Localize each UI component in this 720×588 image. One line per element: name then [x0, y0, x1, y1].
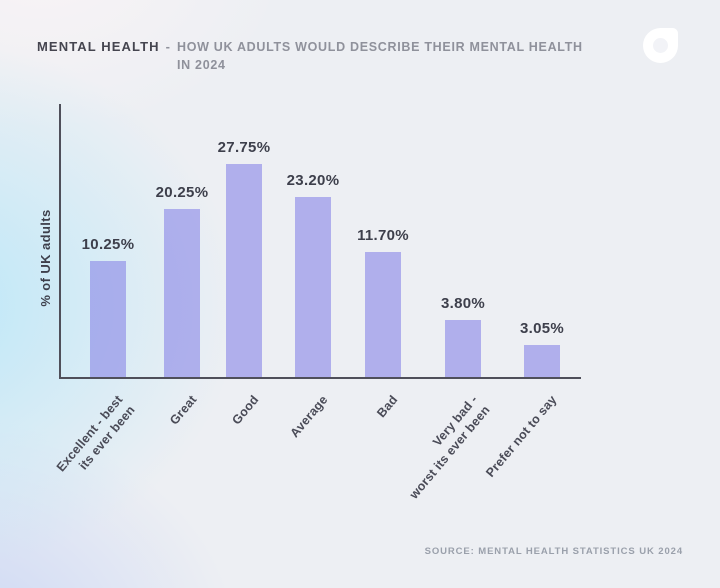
title-brand-text: MENTAL HEALTH — [37, 39, 160, 54]
x-axis-category-label-line: Good — [229, 392, 262, 428]
title-subtitle-line2: IN 2024 — [176, 58, 226, 72]
x-axis-line — [59, 377, 581, 379]
title-subtitle: HOW UK ADULTS WOULD DESCRIBE THEIR MENTA… — [177, 38, 583, 74]
chart-bar — [164, 209, 200, 377]
brand-logo-inner-circle — [653, 38, 668, 53]
chart-bar — [445, 320, 481, 377]
x-axis-category-label-line: worst its ever been — [406, 402, 493, 502]
y-axis-line — [59, 104, 61, 379]
chart-bar — [524, 345, 560, 377]
bar-value-label: 20.25% — [155, 184, 209, 201]
page-title: MENTAL HEALTH - HOW UK ADULTS WOULD DESC… — [37, 38, 583, 74]
x-axis-category-label: Average — [210, 392, 332, 533]
bar-value-label: 11.70% — [357, 227, 409, 244]
bar-value-label: 10.25% — [81, 236, 135, 253]
bar-value-label: 3.05% — [519, 320, 565, 337]
bar-value-label: 3.80% — [440, 295, 486, 312]
y-axis-label: % of UK adults — [38, 209, 53, 307]
source-note: SOURCE: MENTAL HEALTH STATISTICS UK 2024 — [424, 546, 683, 557]
x-axis-category-label: Good — [141, 392, 263, 533]
bar-value-label: 27.75% — [217, 139, 271, 156]
chart-bar — [90, 261, 126, 377]
x-axis-category-label: Excellent - best its ever been — [5, 392, 139, 543]
chart-bar — [226, 164, 262, 377]
bar-value-label: 23.20% — [286, 172, 340, 189]
title-dash: - — [165, 39, 171, 54]
brand-logo-icon — [643, 28, 678, 63]
x-axis-category-label-line: Average — [287, 392, 331, 441]
title-subtitle-line1: HOW UK ADULTS WOULD DESCRIBE THEIR MENTA… — [176, 40, 583, 54]
chart-bar — [365, 252, 401, 377]
chart-bar — [295, 197, 331, 377]
